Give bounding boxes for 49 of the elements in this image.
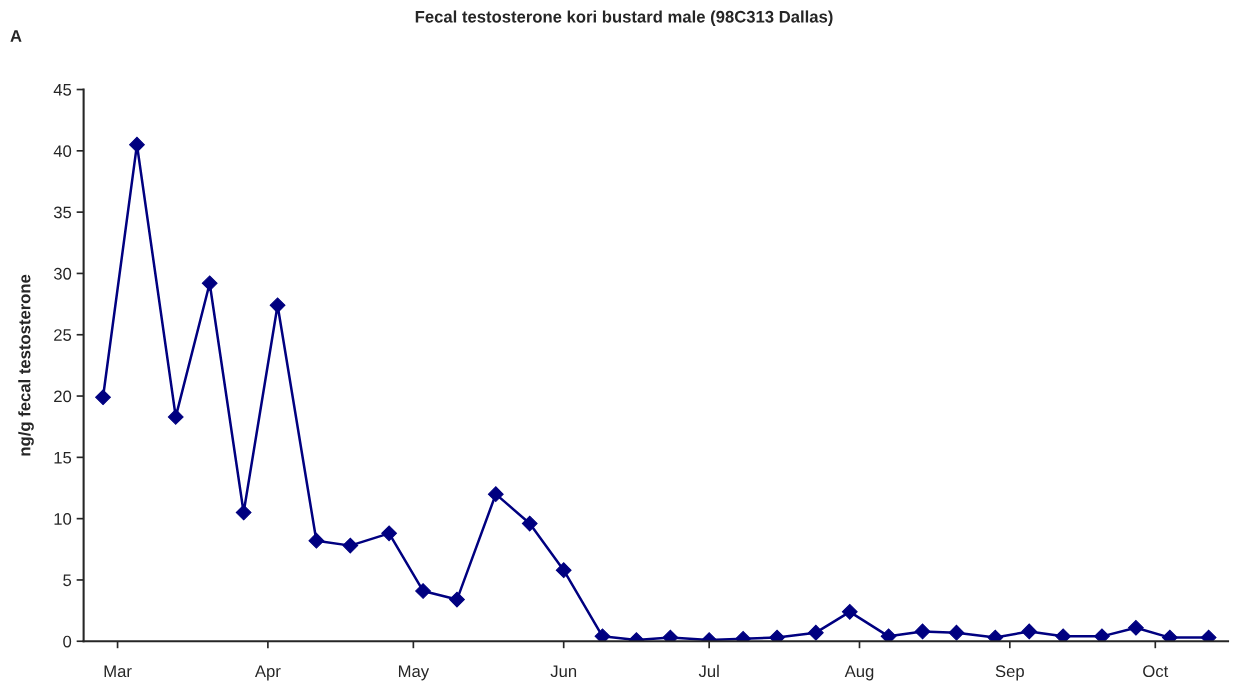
y-tick-label: 35 bbox=[53, 206, 72, 219]
y-tick-label: 25 bbox=[54, 329, 72, 341]
x-tick-label: May bbox=[398, 665, 430, 681]
point bbox=[308, 532, 325, 549]
point bbox=[235, 504, 252, 521]
point bbox=[1128, 619, 1144, 636]
point bbox=[381, 525, 397, 542]
y-tick-label: 20 bbox=[54, 390, 72, 403]
x-tick-label: Apr bbox=[254, 665, 281, 681]
point bbox=[167, 409, 184, 425]
y-axis-title: ng/g fecal testosterone bbox=[18, 274, 34, 456]
point bbox=[594, 628, 611, 642]
x-tick-label: Mar bbox=[104, 665, 132, 678]
text: A bbox=[10, 30, 22, 42]
x-tick-label: Sep bbox=[995, 665, 1024, 681]
point bbox=[807, 624, 824, 641]
x-tick-label: Oct bbox=[1143, 665, 1169, 678]
point bbox=[880, 628, 897, 642]
x-tick-label: Jun bbox=[550, 665, 577, 678]
y-tick-label: 0 bbox=[63, 635, 72, 648]
point bbox=[487, 486, 504, 503]
point bbox=[269, 297, 286, 314]
point bbox=[201, 275, 218, 292]
point bbox=[841, 603, 858, 620]
point bbox=[129, 136, 145, 153]
y-tick-label: 30 bbox=[53, 267, 72, 280]
chart-title: Fecal testosterone kori bustard male (98C313 Dallas) bbox=[415, 10, 833, 26]
point bbox=[1200, 629, 1217, 642]
point bbox=[769, 629, 785, 642]
point bbox=[342, 537, 359, 554]
point bbox=[987, 629, 1004, 642]
x-tick-label: Jul bbox=[698, 664, 719, 678]
y-tick-label: 45 bbox=[53, 84, 72, 96]
point bbox=[948, 624, 965, 641]
y-tick-label: 10 bbox=[54, 513, 72, 525]
x-tick-label: Aug bbox=[844, 665, 874, 681]
y-tick-label: 5 bbox=[63, 574, 72, 587]
y-tick-label: 40 bbox=[53, 145, 72, 158]
point bbox=[555, 562, 572, 579]
point bbox=[521, 515, 538, 532]
point bbox=[662, 629, 679, 642]
point bbox=[449, 591, 465, 608]
point bbox=[1161, 629, 1178, 642]
point bbox=[914, 623, 931, 640]
point bbox=[1021, 623, 1038, 640]
point bbox=[415, 583, 431, 599]
point bbox=[1055, 628, 1072, 642]
y-tick-label: 15 bbox=[54, 451, 72, 464]
point bbox=[1094, 628, 1110, 642]
